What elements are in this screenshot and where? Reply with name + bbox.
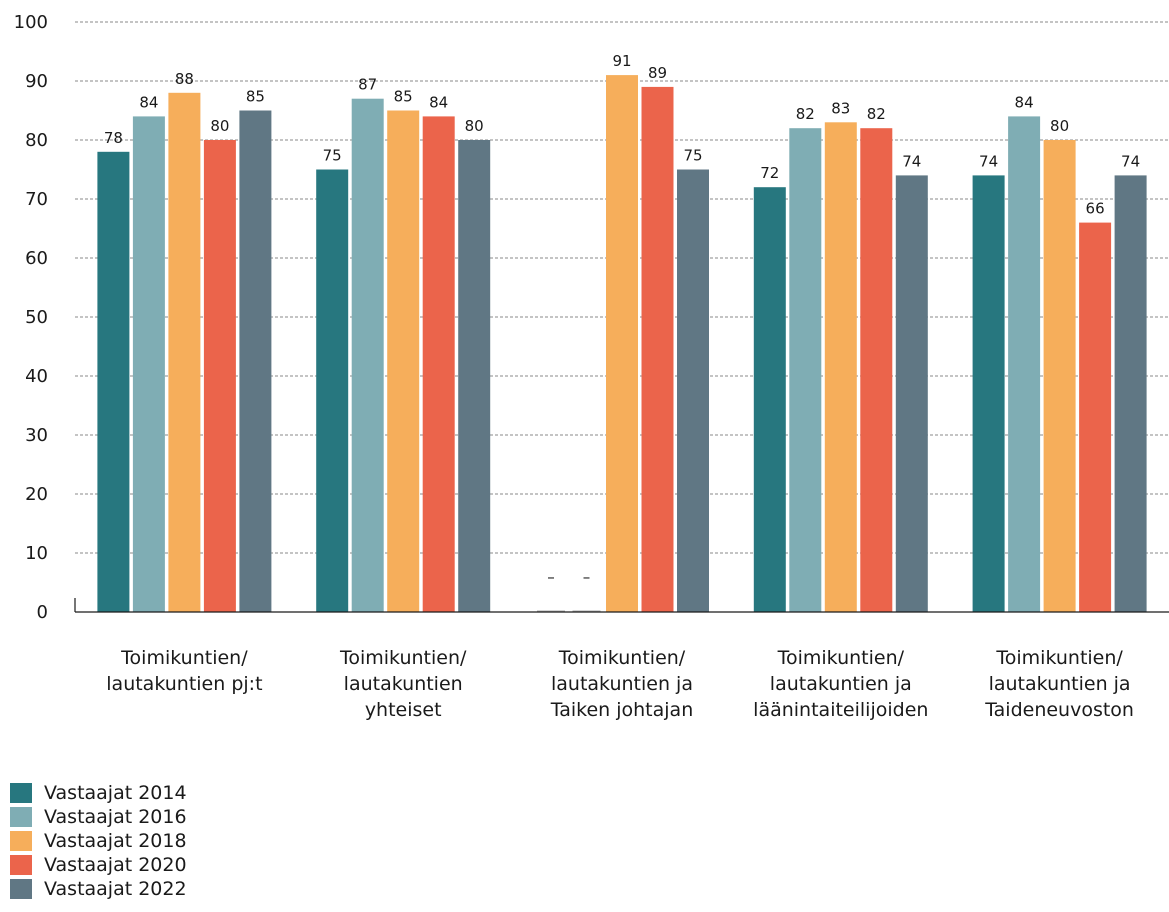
x-axis: Toimikuntien/lautakuntien pj:t Toimikunti… <box>74 598 1169 721</box>
legend-swatch <box>10 783 32 803</box>
bar <box>753 187 786 612</box>
category-label: Taiken johtajan <box>550 699 693 721</box>
y-tick-label: 90 <box>25 71 48 92</box>
data-label: 75 <box>683 147 702 165</box>
data-labels: 78 84 88 80 85 75 87 85 84 80 – – 91 89 75 72 82 83 82 74 74… <box>104 52 1140 586</box>
bar <box>641 86 674 612</box>
data-label: 87 <box>358 76 377 94</box>
bar <box>316 169 349 612</box>
bar <box>860 128 893 612</box>
data-label: 80 <box>1050 117 1069 135</box>
y-tick-label: 0 <box>37 602 48 623</box>
data-label: 74 <box>902 152 921 170</box>
legend-item: Vastaajat 2016 <box>10 805 187 829</box>
bar <box>1079 222 1112 612</box>
category-label: lautakuntien ja <box>770 673 912 695</box>
bar <box>239 110 272 612</box>
y-tick-label: 70 <box>25 189 48 210</box>
data-label: 84 <box>1015 93 1034 111</box>
data-label: 84 <box>139 93 158 111</box>
legend-swatch <box>10 807 32 827</box>
y-tick-label: 30 <box>25 425 48 446</box>
legend-item: Vastaajat 2014 <box>10 781 187 805</box>
y-axis: 0 10 20 30 40 50 60 70 80 90 100 <box>14 12 48 623</box>
data-label: 82 <box>796 105 815 123</box>
category-label: Toimikuntien/ <box>120 647 248 669</box>
legend-label: Vastaajat 2014 <box>44 782 187 804</box>
data-label: 88 <box>175 70 194 88</box>
bar <box>387 110 420 612</box>
data-label: – <box>583 568 591 586</box>
bar-chart: 0 10 20 30 40 50 60 70 80 90 100 78 84 88 80 85 75 87 85 8… <box>14 12 1169 721</box>
data-label: 85 <box>394 88 413 106</box>
y-tick-label: 80 <box>25 130 48 151</box>
legend-label: Vastaajat 2020 <box>44 854 187 876</box>
y-tick-label: 100 <box>14 12 48 33</box>
category-label: lautakuntien <box>344 673 463 695</box>
bar <box>1008 116 1041 613</box>
data-label: – <box>547 568 555 586</box>
data-label: 85 <box>246 88 265 106</box>
data-label: 74 <box>979 152 998 170</box>
data-label: 80 <box>465 117 484 135</box>
bar <box>895 175 928 612</box>
bar <box>203 140 236 612</box>
category-label: Toimikuntien/ <box>777 647 905 669</box>
bar <box>168 92 201 613</box>
data-label: 78 <box>104 129 123 147</box>
category-label: yhteiset <box>365 699 442 721</box>
bar <box>1114 175 1147 612</box>
data-label: 80 <box>210 117 229 135</box>
category-label: Toimikuntien/ <box>995 647 1123 669</box>
legend-swatch <box>10 831 32 851</box>
bar <box>677 169 709 612</box>
legend-swatch <box>10 879 32 899</box>
bar <box>97 151 130 613</box>
category-label: lautakuntien ja <box>989 673 1131 695</box>
legend-item: Vastaajat 2022 <box>10 877 187 901</box>
category-label: Toimikuntien/ <box>558 647 686 669</box>
category-label: lautakuntien pj:t <box>106 673 262 695</box>
data-label: 84 <box>429 93 448 111</box>
bar <box>1043 140 1076 612</box>
y-tick-label: 20 <box>25 484 48 505</box>
data-label: 75 <box>323 147 342 165</box>
legend-label: Vastaajat 2022 <box>44 878 187 900</box>
bar <box>824 122 857 613</box>
data-label: 82 <box>867 105 886 123</box>
y-tick-label: 50 <box>25 307 48 328</box>
data-label: 89 <box>648 64 667 82</box>
data-label: 74 <box>1121 152 1140 170</box>
legend-item: Vastaajat 2018 <box>10 829 187 853</box>
legend-label: Vastaajat 2018 <box>44 830 187 852</box>
bar <box>789 128 822 612</box>
data-label: 72 <box>760 164 779 182</box>
category-label: Taideneuvoston <box>984 699 1134 721</box>
bar <box>606 75 638 613</box>
bar <box>132 116 165 613</box>
category-label: Toimikuntien/ <box>339 647 467 669</box>
data-label: 83 <box>831 99 850 117</box>
legend-swatch <box>10 855 32 875</box>
legend: Vastaajat 2014 Vastaajat 2016 Vastaajat 20… <box>10 781 187 901</box>
data-label: 66 <box>1086 200 1105 218</box>
bars <box>97 75 1147 613</box>
legend-item: Vastaajat 2020 <box>10 853 187 877</box>
y-tick-label: 40 <box>25 366 48 387</box>
legend-label: Vastaajat 2016 <box>44 806 187 828</box>
data-label: 91 <box>612 52 631 70</box>
category-label: läänintaiteilijoiden <box>753 699 928 721</box>
bar <box>972 175 1005 612</box>
bar <box>458 140 491 612</box>
bar <box>422 116 455 613</box>
y-tick-label: 10 <box>25 543 48 564</box>
category-label: lautakuntien ja <box>551 673 693 695</box>
bar <box>351 98 384 612</box>
y-tick-label: 60 <box>25 248 48 269</box>
